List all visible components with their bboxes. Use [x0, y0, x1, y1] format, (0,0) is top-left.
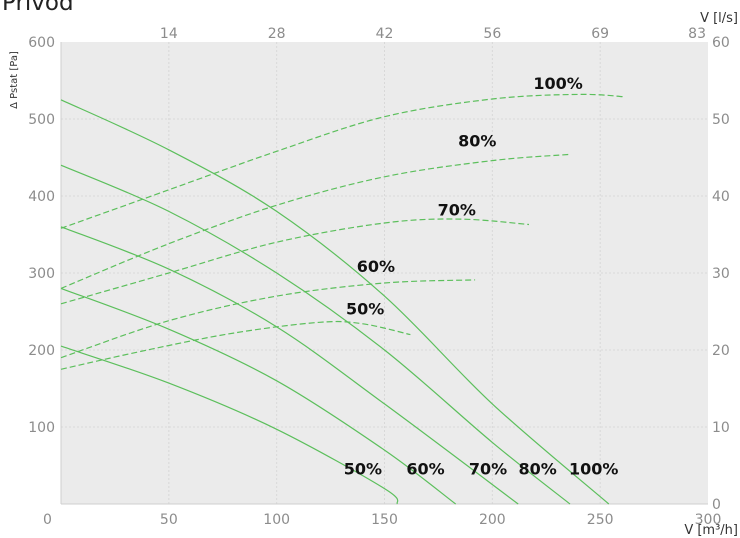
fan-curve-80pct — [60, 164, 571, 505]
y-tick-label: 400 — [28, 189, 55, 205]
y2-tick-label: 50 — [712, 112, 730, 128]
fan-curve-60pct — [60, 287, 457, 505]
x-axis-label: V [m³/h] — [684, 523, 738, 538]
y-axis-label: Δ Pstat [Pa] — [9, 51, 20, 109]
x2-axis-label: V [l/s] — [700, 11, 738, 26]
y-tick-label: 100 — [28, 420, 55, 436]
y-tick-label: 200 — [28, 343, 55, 359]
power-curve-label: 70% — [438, 200, 476, 219]
power-curve-label: 100% — [533, 74, 582, 93]
x-tick-label: 50 — [160, 512, 178, 528]
fan-curve-100pct — [60, 99, 610, 505]
y-tick-label: 600 — [28, 35, 55, 51]
x2-tick-label: 42 — [376, 26, 394, 42]
y2-tick-label: 30 — [712, 266, 730, 282]
x-tick-label: 100 — [263, 512, 290, 528]
x-tick-label: 150 — [371, 512, 398, 528]
y-tick-label: 300 — [28, 266, 55, 282]
x2-tick-label: 56 — [483, 26, 501, 42]
fan-curve-50pct — [60, 345, 399, 505]
x-tick-label: 200 — [479, 512, 506, 528]
fan-curve-label: 60% — [406, 460, 444, 479]
power-curve-label: 50% — [346, 300, 384, 319]
x-tick-label: 250 — [587, 512, 614, 528]
power-curve-80pct — [60, 153, 571, 289]
x2-tick-label: 69 — [591, 26, 609, 42]
fan-curve-label: 70% — [469, 460, 507, 479]
ticks: 0 50 100 150 200 250 300 100 200 300 400 500 600 0 10 2… — [28, 26, 730, 528]
y-tick-label: 500 — [28, 112, 55, 128]
y2-tick-label: 0 — [712, 497, 721, 513]
power-curve-label: 80% — [458, 132, 496, 151]
fan-curve-label: 50% — [344, 460, 382, 479]
x2-tick-label: 83 — [688, 26, 706, 42]
x2-tick-label: 28 — [268, 26, 286, 42]
power-curve-70pct — [60, 218, 530, 305]
grid — [60, 42, 708, 505]
x2-tick-label: 14 — [160, 26, 178, 42]
curve-labels: 50% 60% 70% 80% 100% 50% 60% 70% 80% 100% — [344, 74, 619, 479]
x-tick-label: 300 — [695, 512, 722, 528]
x-tick-label: 0 — [43, 512, 52, 528]
chart-title: Přívod — [2, 0, 74, 16]
fan-curve-label: 80% — [518, 460, 556, 479]
power-curve-60pct — [60, 279, 476, 359]
fan-curve-label: 100% — [569, 460, 618, 479]
y2-tick-label: 10 — [712, 420, 730, 436]
y2-tick-label: 20 — [712, 343, 730, 359]
power-curve-50pct — [60, 320, 411, 370]
y2-tick-label: 40 — [712, 189, 730, 205]
power-curves — [60, 93, 624, 370]
y2-tick-label: 60 — [712, 35, 730, 51]
power-curve-label: 60% — [357, 257, 395, 276]
